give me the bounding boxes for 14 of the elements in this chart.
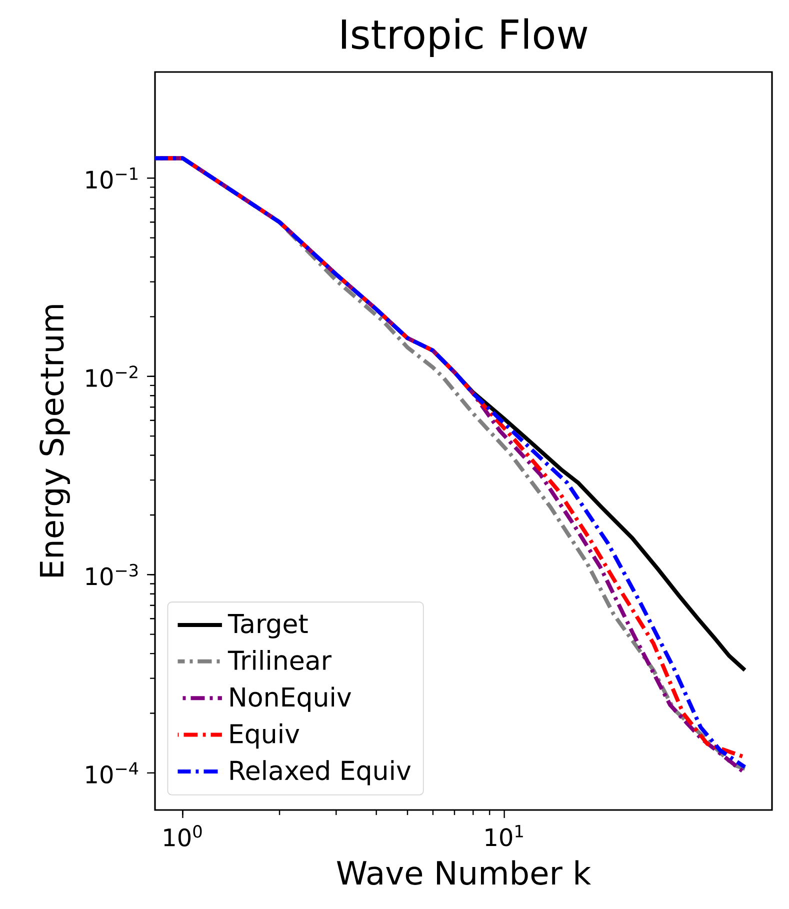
y-tick-label: 10$^{−1}$ — [86, 167, 138, 189]
legend-label: Target — [228, 614, 308, 638]
x-axis-title: Wave Number k — [336, 860, 592, 885]
x-tick-label: 10$^{1}$ — [486, 825, 523, 846]
y-tick-label: 10$^{−3}$ — [86, 564, 138, 586]
chart-title: Istropic Flow — [342, 18, 588, 58]
legend-label: Trilinear — [228, 650, 332, 670]
legend-label: Relaxed Equiv — [230, 760, 411, 786]
y-tick-label: 10$^{−2}$ — [86, 366, 138, 388]
legend-label: Equiv — [230, 723, 300, 749]
x-tick-label: 10$^{0}$ — [164, 825, 202, 847]
y-axis-title: Energy Spectrum — [40, 305, 70, 576]
legend-label: NonEquiv — [230, 686, 352, 712]
y-tick-label: 10$^{−4}$ — [86, 762, 138, 784]
